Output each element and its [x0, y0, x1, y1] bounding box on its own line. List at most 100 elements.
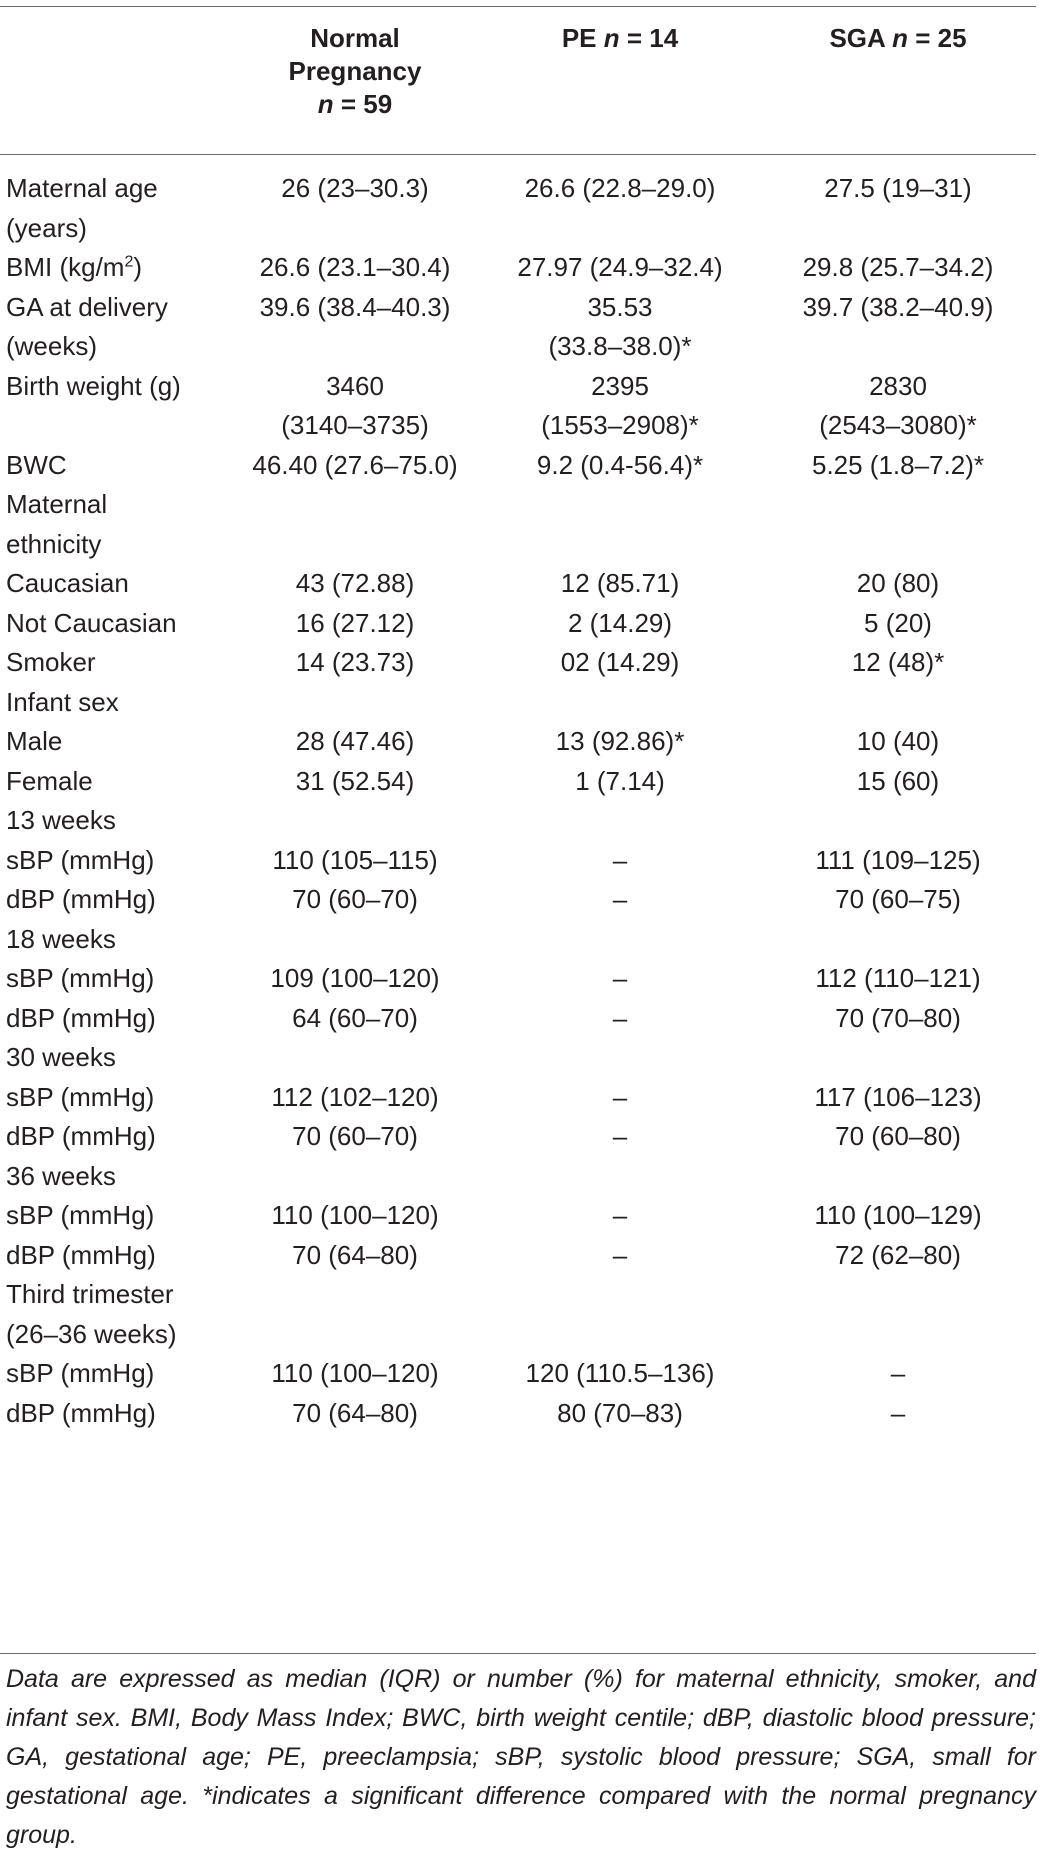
table-row: Male 28 (47.46) 13 (92.86)* 10 (40): [0, 722, 1036, 762]
cell-pe: [480, 801, 760, 841]
table-row: Infant sex: [0, 683, 1036, 723]
cell-pe: [480, 1275, 760, 1354]
row-label: Maternal ethnicity: [6, 489, 108, 559]
cell-pe: –: [612, 963, 628, 993]
row-label: Birth weight (g): [6, 370, 181, 401]
row-label: Maternal age (years): [6, 173, 158, 243]
cell-normal-pregnancy: 28 (47.46): [295, 726, 415, 756]
cell-sga: 20 (80): [856, 568, 940, 598]
table-row: BMI (kg/m2) 26.6 (23.1–30.4) 27.97 (24.9–3…: [0, 248, 1036, 288]
header-sga: SGA n = 25: [829, 23, 967, 53]
row-label: 36 weeks: [6, 1160, 116, 1191]
row-label: Female: [6, 765, 93, 796]
header-divider-rule: [0, 154, 1036, 155]
table-footnote: Data are expressed as median (IQR) or nu…: [6, 1665, 1036, 1849]
cell-sga: 10 (40): [856, 726, 940, 756]
row-label: dBP (mmHg): [6, 1002, 156, 1033]
cell-normal-pregnancy: 64 (60–70): [292, 1002, 418, 1033]
row-label: Not Caucasian: [6, 607, 177, 638]
cell-sga: 39.7 (38.2–40.9): [802, 291, 994, 322]
row-label: sBP (mmHg): [6, 963, 155, 993]
row-label: dBP (mmHg): [6, 1121, 156, 1151]
cell-pe: [480, 1038, 760, 1078]
row-label: sBP (mmHg): [6, 1200, 155, 1230]
table-row: Smoker 14 (23.73) 02 (14.29) 12 (48)*: [0, 643, 1036, 683]
row-label: 18 weeks: [6, 923, 116, 954]
cell-pe: –: [612, 1002, 628, 1033]
cell-pe: 80 (70–83): [557, 1397, 683, 1428]
cell-pe: 120 (110.5–136): [525, 1358, 715, 1388]
cell-pe: [480, 1157, 760, 1197]
table-row: GA at delivery (weeks) 39.6 (38.4–40.3) 35…: [0, 288, 1036, 367]
cell-pe: 35.53 (33.8–38.0)*: [548, 291, 692, 362]
table-row: BWC 46.40 (27.6–75.0) 9.2 (0.4-56.4)* 5.25 …: [0, 446, 1036, 486]
table-row: dBP (mmHg) 64 (60–70) – 70 (70–80): [0, 999, 1036, 1039]
cell-sga: 70 (70–80): [835, 1002, 961, 1033]
cell-normal-pregnancy: [230, 920, 480, 960]
cell-pe: 02 (14.29): [560, 647, 680, 677]
table-row: sBP (mmHg) 109 (100–120) – 112 (110–121): [0, 959, 1036, 999]
cell-sga: [760, 683, 1036, 723]
row-label: BWC: [6, 449, 67, 480]
table-row: dBP (mmHg) 70 (60–70) – 70 (60–80): [0, 1117, 1036, 1157]
cell-sga: [760, 1157, 1036, 1197]
cell-normal-pregnancy: [230, 485, 480, 564]
cell-normal-pregnancy: [230, 801, 480, 841]
cell-sga: 117 (106–123): [814, 1081, 982, 1112]
cell-pe: –: [612, 1081, 628, 1112]
table-row: sBP (mmHg) 110 (100–120) 120 (110.5–136) –: [0, 1354, 1036, 1394]
cell-normal-pregnancy: 16 (27.12): [295, 607, 415, 638]
cell-sga: 12 (48)*: [851, 647, 945, 677]
cell-normal-pregnancy: 31 (52.54): [295, 765, 415, 796]
table-row: 30 weeks: [0, 1038, 1036, 1078]
table-row: 36 weeks: [0, 1157, 1036, 1197]
cell-normal-pregnancy: 70 (64–80): [292, 1397, 418, 1428]
row-label: sBP (mmHg): [6, 1081, 155, 1112]
cell-normal-pregnancy: 110 (100–120): [271, 1358, 439, 1388]
cell-sga: [760, 920, 1036, 960]
cell-normal-pregnancy: 26.6 (23.1–30.4): [259, 252, 451, 282]
cell-pe: [480, 683, 760, 723]
data-table: Maternal age (years) 26 (23–30.3) 26.6 (22…: [0, 169, 1036, 1433]
cell-pe: –: [612, 844, 628, 875]
cell-pe: 2395 (1553–2908)*: [541, 370, 699, 441]
table-row: sBP (mmHg) 110 (105–115) – 111 (109–125): [0, 841, 1036, 881]
header-normal-pregnancy: Normal Pregnancy n = 59: [288, 23, 422, 119]
cell-pe: –: [612, 1121, 628, 1151]
row-label: 30 weeks: [6, 1042, 116, 1072]
cell-pe: 1 (7.14): [575, 765, 665, 796]
cell-sga: [760, 1275, 1036, 1354]
table-row: Birth weight (g) 3460 (3140–3735) 2395 (15…: [0, 367, 1036, 446]
table-row: dBP (mmHg) 70 (60–70) – 70 (60–75): [0, 880, 1036, 920]
cell-normal-pregnancy: 110 (105–115): [272, 844, 438, 875]
cell-normal-pregnancy: 109 (100–120): [270, 963, 440, 993]
cell-normal-pregnancy: 110 (100–120): [271, 1200, 439, 1230]
cell-pe: 26.6 (22.8–29.0): [524, 173, 716, 203]
table-row: Maternal age (years) 26 (23–30.3) 26.6 (22…: [0, 169, 1036, 248]
cell-normal-pregnancy: [230, 1157, 480, 1197]
table-row: Maternal ethnicity: [0, 485, 1036, 564]
cell-sga: 70 (60–80): [835, 1121, 961, 1151]
cell-normal-pregnancy: 70 (60–70): [292, 1121, 418, 1151]
cell-sga: –: [890, 1397, 906, 1428]
cell-sga: 110 (100–129): [814, 1200, 982, 1230]
cell-pe: 2 (14.29): [567, 607, 673, 638]
header-pe: PE n = 14: [561, 23, 679, 53]
cell-normal-pregnancy: 43 (72.88): [295, 568, 415, 598]
table-row: sBP (mmHg) 110 (100–120) – 110 (100–129): [0, 1196, 1036, 1236]
row-label: 13 weeks: [6, 805, 116, 835]
cell-sga: 72 (62–80): [835, 1239, 961, 1270]
cell-normal-pregnancy: [230, 1275, 480, 1354]
table-top-rule: [0, 6, 1036, 7]
cell-pe: –: [612, 884, 628, 914]
cell-sga: 27.5 (19–31): [824, 173, 972, 203]
cell-normal-pregnancy: 26 (23–30.3): [281, 173, 429, 203]
cell-sga: 70 (60–75): [835, 884, 961, 914]
row-label: Caucasian: [6, 568, 129, 598]
cell-pe: [480, 485, 760, 564]
cell-sga: 29.8 (25.7–34.2): [802, 252, 994, 282]
cell-normal-pregnancy: 46.40 (27.6–75.0): [252, 449, 458, 480]
row-label: BMI (kg/m2): [6, 252, 143, 282]
row-label: dBP (mmHg): [6, 1239, 156, 1270]
table-bottom-rule: [0, 1653, 1036, 1654]
